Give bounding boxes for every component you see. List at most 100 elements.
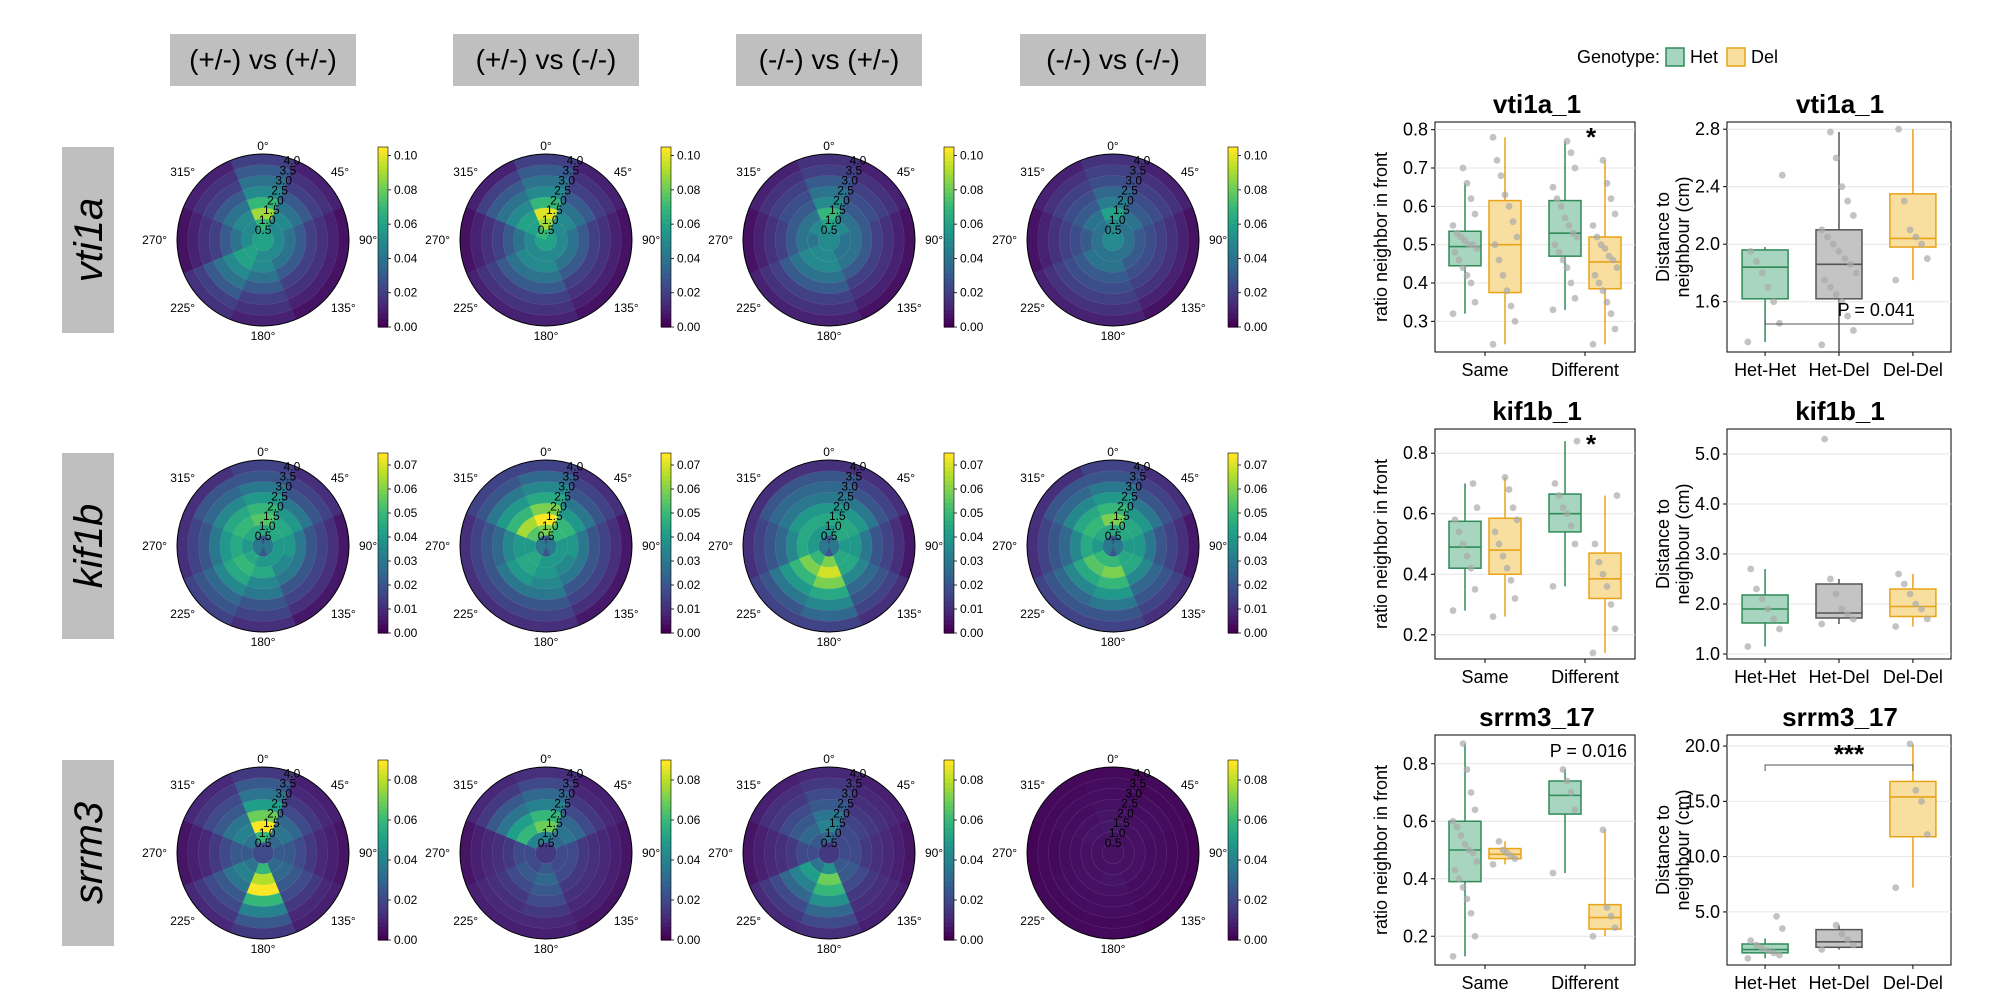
colorbar-segment [1228, 881, 1238, 887]
colorbar-segment [944, 881, 954, 887]
colorbar-segment [378, 295, 388, 301]
polar-angle-label: 225° [736, 301, 761, 315]
colorbar-segment [944, 318, 954, 324]
colorbar-tick-label: 0.06 [677, 217, 701, 231]
colorbar-segment [944, 471, 954, 477]
colorbar-segment [378, 926, 388, 932]
data-point [1918, 797, 1925, 805]
data-point [1747, 247, 1755, 255]
colorbar-segment [944, 592, 954, 598]
data-point [1758, 269, 1766, 277]
data-point [1471, 806, 1479, 814]
polar-grid-ring [1069, 196, 1157, 284]
colorbar-segment [378, 232, 388, 238]
colorbar-segment [378, 507, 388, 513]
colorbar-segment [661, 174, 671, 180]
polar-grid-ring [230, 820, 296, 886]
polar-angle-label: 315° [453, 778, 478, 792]
colorbar-segment [378, 805, 388, 811]
polar-grid-ring [1048, 175, 1178, 305]
polar-grid-ring [774, 491, 884, 601]
colorbar-segment [1228, 592, 1238, 598]
colorbar-segment [1228, 778, 1238, 784]
colorbar-segment [661, 922, 671, 928]
polar-angle-label: 180° [1101, 635, 1126, 649]
colorbar-tick-label: 0.02 [677, 286, 701, 300]
colorbar-segment [1228, 534, 1238, 540]
data-point [1489, 340, 1497, 348]
polar-angle-label: 90° [925, 539, 943, 553]
significance-annotation: P = 0.016 [1550, 741, 1627, 761]
colorbar-tick-label: 0.06 [394, 813, 418, 827]
y-axis-label: Distance toneighbour (cm) [1653, 483, 1693, 604]
colorbar-segment [661, 800, 671, 806]
colorbar-segment [661, 318, 671, 324]
colorbar-segment [378, 493, 388, 499]
data-point [1776, 319, 1783, 327]
colorbar-segment [1228, 904, 1238, 910]
data-point [1770, 615, 1778, 623]
polar-grid-ring [187, 777, 339, 929]
data-point [1770, 298, 1778, 306]
polar-angle-label: 315° [1020, 778, 1045, 792]
colorbar-segment [944, 778, 954, 784]
colorbar-segment [944, 917, 954, 923]
colorbar-segment [661, 886, 671, 892]
colorbar-tick-label: 0.06 [960, 482, 984, 496]
data-point [1776, 951, 1783, 959]
colorbar-segment [378, 250, 388, 256]
polar-angle-label: 225° [1020, 607, 1045, 621]
polar-outline [742, 153, 916, 327]
colorbar-segment [661, 147, 671, 153]
polar-radius-label: 3.0 [1125, 479, 1142, 493]
data-point [1611, 924, 1619, 932]
colorbar-segment [661, 926, 671, 932]
colorbar-segment [1228, 309, 1238, 315]
colorbar-segment [944, 922, 954, 928]
colorbar-segment [661, 489, 671, 495]
data-point [1589, 222, 1597, 229]
colorbar-segment [661, 520, 671, 526]
colorbar-segment [944, 836, 954, 842]
data-point [1595, 279, 1603, 287]
polar-angle-label: 90° [359, 846, 377, 860]
polar-grid-ring [251, 228, 275, 252]
data-point [1895, 570, 1902, 578]
data-point [1747, 565, 1755, 573]
colorbar-segment [1228, 178, 1238, 184]
data-point [1611, 210, 1619, 218]
data-point [1611, 325, 1619, 333]
polar-radius-label: 0.5 [255, 836, 272, 850]
colorbar-segment [378, 863, 388, 869]
colorbar-segment [378, 457, 388, 463]
polar-angle-label: 0° [540, 445, 552, 459]
colorbar-segment [378, 300, 388, 306]
polar-angle-label: 0° [257, 752, 269, 766]
data-point [1489, 133, 1497, 141]
polar-angle-label: 270° [992, 846, 1017, 860]
polar-angle-label: 45° [614, 165, 632, 179]
colorbar-segment [661, 565, 671, 571]
colorbar-segment [944, 628, 954, 634]
box-iqr [1815, 928, 1863, 949]
box-Different-Het [1548, 137, 1582, 314]
colorbar-tick-label: 0.03 [394, 554, 418, 568]
colorbar-segment [944, 250, 954, 256]
colorbar-segment [378, 516, 388, 522]
data-point [1567, 279, 1575, 287]
colorbar-segment [1228, 295, 1238, 301]
polar-angle-label: 135° [897, 914, 922, 928]
colorbar-segment [378, 836, 388, 842]
polar-radius-label: 4.0 [850, 767, 867, 781]
colorbar-segment [378, 214, 388, 220]
colorbar-segment [1228, 868, 1238, 874]
polar-angle-label: 45° [897, 778, 915, 792]
polar-angle-label: 225° [453, 301, 478, 315]
colorbar-frame [660, 759, 672, 941]
data-point [1918, 605, 1925, 613]
polar-angle-label: 90° [642, 539, 660, 553]
polar-grid-ring [1069, 502, 1157, 590]
colorbar-segment [378, 800, 388, 806]
polar-grid-ring [198, 481, 328, 611]
